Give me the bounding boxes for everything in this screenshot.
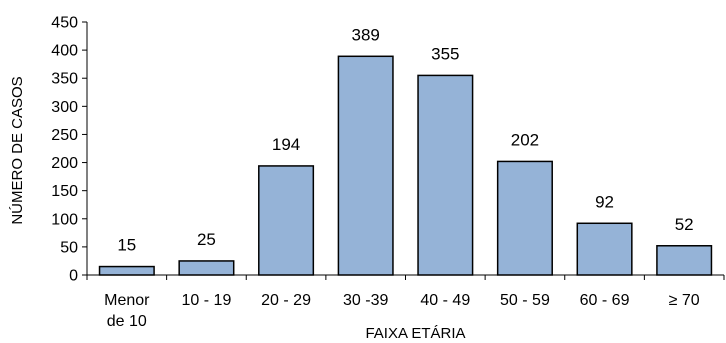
x-category-label: Menor xyxy=(104,292,150,309)
bar xyxy=(576,222,633,276)
data-label: 194 xyxy=(272,135,300,154)
y-tick-label: 200 xyxy=(51,155,78,172)
data-label: 202 xyxy=(511,130,539,149)
x-category-label: 10 - 19 xyxy=(182,292,232,309)
y-axis-title: NÚMERO DE CASOS xyxy=(9,76,26,224)
bar xyxy=(496,160,553,276)
x-category-label: de 10 xyxy=(107,313,147,330)
data-label: 25 xyxy=(197,230,216,249)
bar xyxy=(417,74,474,276)
y-axis-ticks: 0 50 100 150 200 250 300 350 400 450 xyxy=(51,15,87,285)
x-category-label: 30 -39 xyxy=(343,292,388,309)
data-label: 389 xyxy=(352,25,380,44)
y-tick-label: 400 xyxy=(51,43,78,60)
x-category-label: 60 - 69 xyxy=(580,292,630,309)
y-tick-label: 150 xyxy=(51,183,78,200)
x-axis-categories: Menor de 10 10 - 19 20 - 29 30 -39 40 - 49 50 … xyxy=(86,275,725,330)
x-category-label: ≥ 70 xyxy=(669,292,700,309)
x-category-label: 20 - 29 xyxy=(261,292,311,309)
data-label: 15 xyxy=(117,236,136,255)
x-category-label: 50 - 59 xyxy=(500,292,550,309)
y-tick-label: 0 xyxy=(69,268,78,285)
bar xyxy=(656,245,713,276)
bar xyxy=(337,55,394,276)
data-label: 355 xyxy=(431,44,459,63)
bar xyxy=(98,265,155,276)
bar xyxy=(178,260,235,276)
bars-group xyxy=(98,55,713,276)
y-tick-label: 50 xyxy=(60,239,78,256)
data-label: 52 xyxy=(675,215,694,234)
y-tick-label: 100 xyxy=(51,211,78,228)
y-tick-label: 300 xyxy=(51,99,78,116)
x-category-label: 40 - 49 xyxy=(420,292,470,309)
y-tick-label: 450 xyxy=(51,15,78,32)
y-tick-label: 250 xyxy=(51,127,78,144)
data-label: 92 xyxy=(595,192,614,211)
bar xyxy=(258,165,315,276)
data-labels-group: 15 25 194 389 355 202 92 52 xyxy=(117,25,693,254)
x-axis-title: FAIXA ETÁRIA xyxy=(365,325,465,342)
y-tick-label: 350 xyxy=(51,71,78,88)
